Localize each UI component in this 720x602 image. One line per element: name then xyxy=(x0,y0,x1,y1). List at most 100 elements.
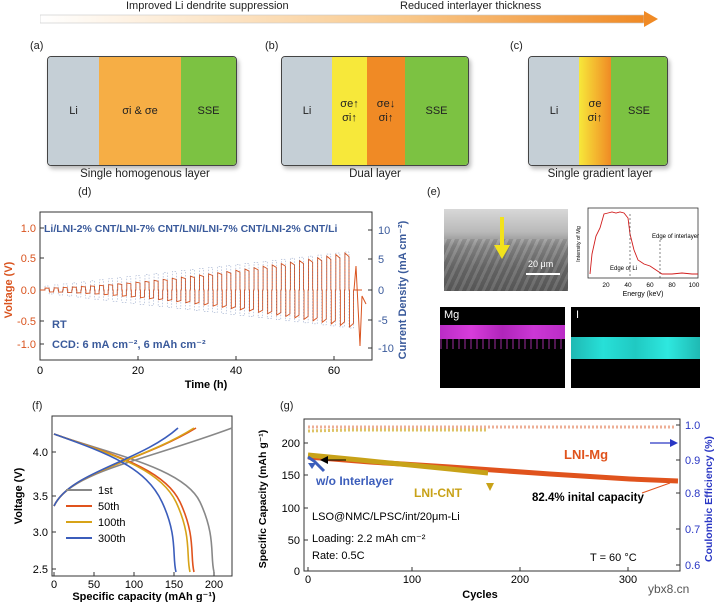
caption-b: Dual layer xyxy=(349,168,401,180)
capacity-lni-cnt xyxy=(307,452,489,476)
map-mg-label: Mg xyxy=(444,309,460,321)
header-arrow xyxy=(40,11,658,27)
i-band xyxy=(571,337,700,359)
edge-li-label: Edge of Li xyxy=(610,266,637,272)
x-tick-label: 60 xyxy=(328,365,340,377)
x-tick-label: 100 xyxy=(125,579,143,591)
y-right-tick-label: 5 xyxy=(378,254,384,266)
y-right-tick-label: 0.8 xyxy=(685,488,700,500)
gradient-layer: σe σi↑ xyxy=(579,57,611,165)
dual-layer-2: σe↓ σi↑ xyxy=(367,57,405,165)
rt-annotation: RT xyxy=(52,319,67,331)
plot-frame xyxy=(39,211,373,361)
retention-arrow-line xyxy=(641,482,671,494)
eds-profile-line xyxy=(589,211,698,275)
ce-lni-cnt xyxy=(307,428,488,433)
y-tick-label: 3.5 xyxy=(33,491,48,503)
y-left-tick-label: 0.5 xyxy=(21,253,36,265)
current-trace xyxy=(44,251,354,329)
panel-g-chart: 0 100 200 300 Cycles 200 150 100 50 0 Specific Cap… xyxy=(257,418,715,601)
caption-a: Single homogenous layer xyxy=(80,168,210,180)
li-block: Li xyxy=(282,57,332,165)
x-tick-label: 200 xyxy=(511,574,529,586)
label-wo-interlayer: w/o Interlayer xyxy=(315,474,394,488)
sse-block: SSE xyxy=(611,57,667,165)
x-tick-label: 20 xyxy=(132,365,144,377)
eds-frame xyxy=(587,207,699,279)
panel-letter-a: (a) xyxy=(30,40,44,52)
y-left-tick-label: 0 xyxy=(294,566,300,578)
header-right-text: Reduced interlayer thickness xyxy=(400,0,542,12)
eds-x-tick-label: 100 xyxy=(689,282,700,289)
y-left-tick-label: 150 xyxy=(282,470,300,482)
legend-label: 100th xyxy=(98,517,126,529)
panel-letter-g: (g) xyxy=(280,400,294,412)
cnt-end-marker xyxy=(486,483,494,491)
plot-frame xyxy=(51,415,233,577)
label-lni-mg: LNI-Mg xyxy=(564,447,608,462)
dual-layer-1: σe↑ σi↑ xyxy=(332,57,367,165)
voltage-trace xyxy=(40,251,362,329)
wo-arrow-head xyxy=(320,456,328,464)
panel-letter-f: (f) xyxy=(32,400,43,412)
panel-letter-b: (b) xyxy=(265,40,279,52)
x-tick-label: 0 xyxy=(37,365,43,377)
x-tick-label: 0 xyxy=(305,574,311,586)
eds-x-tick-label: 80 xyxy=(668,282,676,289)
schematic-a: Li σi & σe SSE xyxy=(47,56,237,166)
x-tick-label: 200 xyxy=(205,579,223,591)
li-block: Li xyxy=(48,57,99,165)
x-tick-label: 50 xyxy=(88,579,100,591)
schematic-b: Li σe↑ σi↑ σe↓ σi↑ SSE xyxy=(281,56,469,166)
ccd-annotation: CCD: 6 mA cm⁻², 6 mAh cm⁻² xyxy=(52,339,206,351)
header-left-text: Improved Li dendrite suppression xyxy=(126,0,289,12)
discharge-curve xyxy=(53,433,215,573)
y-right-tick-label: 0 xyxy=(378,285,384,297)
scale-bar xyxy=(526,273,560,275)
watermark: ybx8.cn xyxy=(648,582,690,596)
y-left-tick-label: 50 xyxy=(288,535,300,547)
eds-line-profile: 20 40 60 80 100 Energy (keV) Intensity of Mg Ed… xyxy=(576,207,700,298)
yellow-arrow-icon xyxy=(494,217,510,259)
mg-sparse xyxy=(440,339,565,349)
label-lni-cnt: LNI-CNT xyxy=(414,486,463,500)
y-left-tick-label: 1.0 xyxy=(21,223,36,235)
panel-letter-e: (e) xyxy=(427,186,441,198)
mg-band xyxy=(440,325,565,339)
y-right-tick-label: -10 xyxy=(378,343,394,355)
label-rate: Rate: 0.5C xyxy=(312,550,365,562)
y-axis-label: Voltage (V) xyxy=(13,467,25,524)
y-right-axis-label: Coulombic Efficiency (%) xyxy=(703,436,715,562)
legend-label: 50th xyxy=(98,501,119,513)
charge-curve xyxy=(53,427,179,507)
failure-spike xyxy=(353,265,367,347)
y-right-tick-label: 0.6 xyxy=(685,560,700,572)
x-tick-label: 0 xyxy=(51,579,57,591)
sem-image: 20 μm xyxy=(444,209,568,291)
eds-y-label: Intensity of Mg xyxy=(576,226,582,262)
label-cell: LSO@NMC/LPSC/int/20μm-Li xyxy=(312,511,460,523)
wo-marker xyxy=(308,463,316,469)
schematic-c: Li σe σi↑ SSE xyxy=(528,56,668,166)
charge-curve xyxy=(53,427,195,507)
charge-curve xyxy=(53,427,233,507)
x-axis-label: Cycles xyxy=(462,589,497,601)
sse-block: SSE xyxy=(181,57,236,165)
panel-letter-d: (d) xyxy=(78,186,92,198)
y-tick-label: 2.5 xyxy=(33,564,48,576)
map-i-label: I xyxy=(576,309,580,321)
legend-label: 1st xyxy=(98,485,113,497)
eds-map-i: I xyxy=(571,307,700,388)
y-right-tick-label: 1.0 xyxy=(685,420,700,432)
y-tick-label: 3.0 xyxy=(33,527,48,539)
label-retention: 82.4% inital capacity xyxy=(532,492,644,504)
sse-block: SSE xyxy=(405,57,468,165)
y-right-tick-label: -5 xyxy=(378,315,388,327)
x-tick-label: 150 xyxy=(165,579,183,591)
caption-c: Single gradient layer xyxy=(547,168,653,180)
homogenous-layer: σi & σe xyxy=(99,57,181,165)
y-left-tick-label: 0.0 xyxy=(21,285,36,297)
y-left-axis-label: Voltage (V) xyxy=(3,261,15,318)
eds-x-tick-label: 20 xyxy=(602,282,610,289)
